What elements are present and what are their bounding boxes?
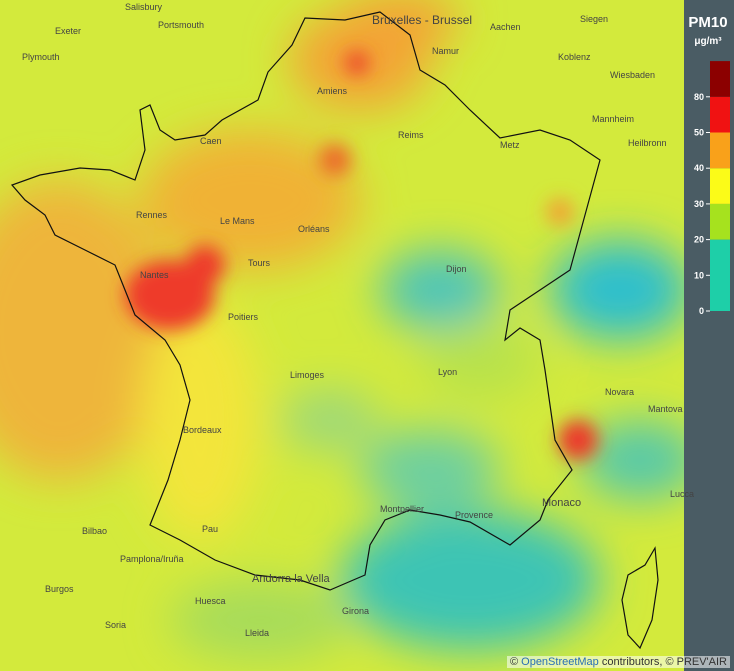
place-label: Montpellier bbox=[380, 504, 424, 514]
legend-tick-label: 40 bbox=[694, 163, 704, 173]
place-label: Lleida bbox=[245, 628, 269, 638]
legend-band bbox=[710, 239, 730, 311]
place-label: Plymouth bbox=[22, 52, 60, 62]
attribution-suffix: contributors, © PREV'AIR bbox=[601, 656, 727, 668]
legend-title: PM10 bbox=[688, 14, 727, 31]
legend-band bbox=[710, 132, 730, 169]
place-label: Burgos bbox=[45, 584, 74, 594]
place-label: Orléans bbox=[298, 224, 330, 234]
place-label: Heilbronn bbox=[628, 138, 667, 148]
place-label: Namur bbox=[432, 46, 459, 56]
france-outline bbox=[10, 11, 601, 591]
legend-tick-label: 50 bbox=[694, 128, 704, 138]
legend-tick-label: 0 bbox=[699, 306, 704, 316]
place-label: Monaco bbox=[542, 497, 581, 509]
legend-band bbox=[710, 168, 730, 204]
place-label: Soria bbox=[105, 620, 126, 630]
place-label: Bordeaux bbox=[183, 425, 222, 435]
hotspots bbox=[125, 51, 598, 460]
place-label: Bilbao bbox=[82, 526, 107, 536]
place-label: Andorra la Vella bbox=[252, 573, 331, 585]
place-label: Koblenz bbox=[558, 52, 591, 62]
corsica-outline bbox=[621, 546, 659, 650]
place-label: Le Mans bbox=[220, 216, 255, 226]
heatmap bbox=[0, 0, 700, 660]
place-label: Poitiers bbox=[228, 312, 259, 322]
place-label: Metz bbox=[500, 140, 520, 150]
place-label: Mantova bbox=[648, 404, 683, 414]
place-labels: Salisbury Portsmouth Exeter Plymouth Bru… bbox=[22, 2, 694, 638]
legend: 0 10 20 30 40 50 80 bbox=[694, 61, 730, 316]
legend-band bbox=[710, 203, 730, 240]
attribution: © OpenStreetMap contributors, © PREV'AIR bbox=[506, 656, 730, 668]
legend-unit: μg/m³ bbox=[694, 36, 722, 47]
place-label: Rennes bbox=[136, 210, 168, 220]
legend-tick-label: 80 bbox=[694, 92, 704, 102]
place-label: Mannheim bbox=[592, 114, 634, 124]
legend-tick-label: 30 bbox=[694, 199, 704, 209]
place-label: Pau bbox=[202, 524, 218, 534]
place-label: Lucca bbox=[670, 489, 694, 499]
place-label: Portsmouth bbox=[158, 20, 204, 30]
place-label: Nantes bbox=[140, 270, 169, 280]
legend-band bbox=[710, 96, 730, 133]
place-label: Aachen bbox=[490, 22, 521, 32]
place-label: Tours bbox=[248, 258, 271, 268]
place-label: Exeter bbox=[55, 26, 81, 36]
place-label: Novara bbox=[605, 387, 634, 397]
place-label: Siegen bbox=[580, 14, 608, 24]
legend-tick-label: 20 bbox=[694, 235, 704, 245]
place-label: Pamplona/Iruña bbox=[120, 554, 184, 564]
place-label: Limoges bbox=[290, 370, 325, 380]
place-label: Huesca bbox=[195, 596, 226, 606]
place-label: Reims bbox=[398, 130, 424, 140]
attribution-link[interactable]: OpenStreetMap bbox=[521, 656, 599, 668]
legend-tick-label: 10 bbox=[694, 270, 704, 280]
place-label: Provence bbox=[455, 510, 493, 520]
place-label: Bruxelles - Brussel bbox=[372, 13, 472, 27]
place-label: Lyon bbox=[438, 367, 457, 377]
place-label: Girona bbox=[342, 606, 369, 616]
legend-band bbox=[710, 61, 730, 97]
attribution-prefix: © bbox=[509, 656, 519, 668]
place-label: Dijon bbox=[446, 264, 467, 274]
place-label: Amiens bbox=[317, 86, 348, 96]
place-label: Wiesbaden bbox=[610, 70, 655, 80]
place-label: Salisbury bbox=[125, 2, 163, 12]
place-label: Caen bbox=[200, 136, 222, 146]
